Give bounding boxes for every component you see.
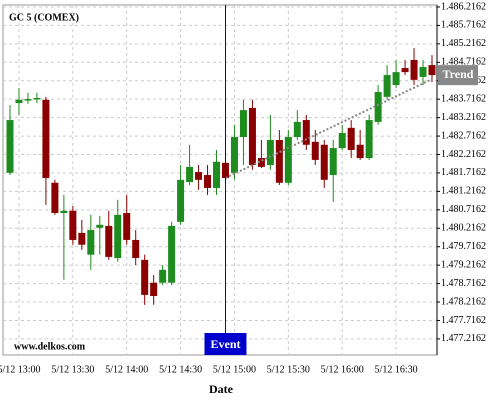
candle-body bbox=[177, 179, 185, 222]
candle-body bbox=[195, 172, 203, 180]
event-label-box bbox=[204, 333, 247, 355]
candle-body bbox=[365, 120, 373, 159]
candle-body bbox=[51, 182, 59, 214]
candle-body bbox=[230, 137, 238, 173]
candle-body bbox=[204, 175, 212, 188]
candle-body bbox=[392, 72, 400, 86]
trend-label-box bbox=[438, 65, 478, 86]
candle-body bbox=[293, 121, 301, 138]
candle-body bbox=[266, 139, 274, 166]
candle-body bbox=[428, 65, 436, 76]
candle-body bbox=[15, 99, 23, 104]
candle-body bbox=[141, 259, 149, 295]
x-tick-label: 5/12 13:30 bbox=[51, 364, 94, 375]
y-tick-label: 1.485.2162 bbox=[441, 38, 486, 49]
candle-body bbox=[419, 66, 427, 77]
candle-body bbox=[114, 214, 122, 259]
y-tick-label: 1.483.2162 bbox=[441, 112, 486, 123]
candle-body bbox=[311, 141, 319, 160]
candle-body bbox=[347, 127, 355, 150]
candle-body bbox=[374, 92, 382, 122]
candle-body bbox=[123, 213, 131, 240]
candle-body bbox=[239, 110, 247, 138]
y-tick-label: 1.484.7162 bbox=[441, 57, 486, 68]
candle-body bbox=[42, 99, 50, 178]
y-tick-label: 1.477.2162 bbox=[441, 333, 486, 344]
candle-body bbox=[159, 269, 167, 283]
candle-body bbox=[6, 120, 14, 173]
y-tick-label: 1.485.7162 bbox=[441, 20, 486, 31]
candle-body bbox=[132, 239, 140, 259]
y-tick-label: 1.478.2162 bbox=[441, 296, 486, 307]
y-tick-label: 1.483.7162 bbox=[441, 93, 486, 104]
chart-title: GC 5 (COMEX) bbox=[9, 12, 79, 23]
trend-label: Trend bbox=[443, 67, 474, 81]
candle-body bbox=[329, 148, 337, 176]
candle-body bbox=[383, 75, 391, 97]
y-tick-label: 1.480.2162 bbox=[441, 223, 486, 234]
candle-body bbox=[60, 210, 68, 214]
x-tick-label: 5/12 14:30 bbox=[159, 364, 202, 375]
candle-body bbox=[213, 161, 221, 188]
candle-body bbox=[78, 232, 86, 245]
event-label: Event bbox=[210, 337, 240, 351]
candle-body bbox=[356, 144, 364, 159]
y-tick-label: 1.482.7162 bbox=[441, 130, 486, 141]
candle-body bbox=[87, 229, 95, 255]
candle-body bbox=[186, 166, 194, 183]
candle-body bbox=[302, 120, 310, 145]
y-tick-label: 1.478.7162 bbox=[441, 278, 486, 289]
candle-body bbox=[410, 59, 418, 80]
candle-body bbox=[96, 224, 104, 228]
x-tick-label: 5/12 13:00 bbox=[0, 364, 41, 375]
watermark: www.delkos.com bbox=[14, 341, 86, 352]
x-tick-label: 5/12 16:00 bbox=[321, 364, 364, 375]
y-tick-label: 1.486.2162 bbox=[441, 1, 486, 12]
x-tick-label: 5/12 15:00 bbox=[213, 364, 256, 375]
candle-body bbox=[168, 225, 176, 283]
candle-body bbox=[33, 97, 41, 100]
candle-body bbox=[284, 137, 292, 183]
y-tick-label: 1.479.2162 bbox=[441, 259, 486, 270]
y-tick-label: 1.481.7162 bbox=[441, 167, 486, 178]
y-tick-label: 1.477.7162 bbox=[441, 315, 486, 326]
y-tick-label: 1.479.7162 bbox=[441, 241, 486, 252]
y-tick-label: 1.481.2162 bbox=[441, 186, 486, 197]
candle-body bbox=[320, 144, 328, 180]
candle-body bbox=[24, 99, 32, 101]
x-axis-title: Date bbox=[209, 382, 234, 396]
x-tick-label: 5/12 16:30 bbox=[375, 364, 418, 375]
candle-body bbox=[275, 139, 283, 183]
candle-body bbox=[69, 210, 77, 240]
y-tick-label: 1.480.7162 bbox=[441, 204, 486, 215]
candle-body bbox=[338, 132, 346, 149]
candle-body bbox=[150, 282, 158, 296]
x-tick-label: 5/12 14:00 bbox=[105, 364, 148, 375]
y-tick-label: 1.482.2162 bbox=[441, 149, 486, 160]
x-tick-label: 5/12 15:30 bbox=[267, 364, 310, 375]
candle-body bbox=[257, 158, 265, 167]
candle-body bbox=[105, 225, 113, 257]
candle-body bbox=[248, 107, 256, 166]
candle-body bbox=[401, 68, 409, 73]
